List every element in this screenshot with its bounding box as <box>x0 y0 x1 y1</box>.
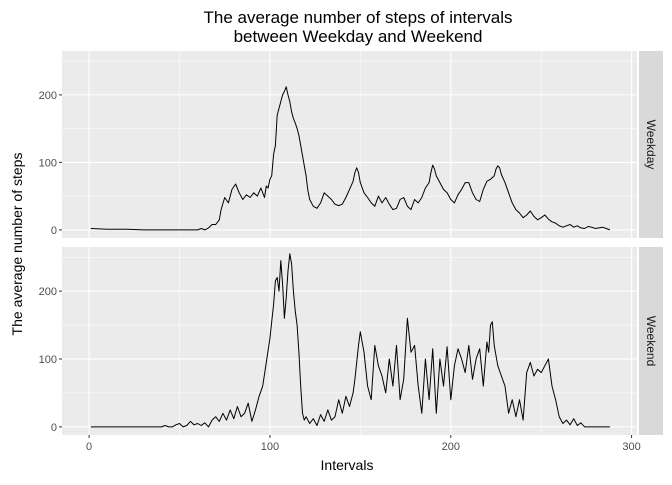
y-tick-label: 200 <box>39 286 57 298</box>
facet-strip-label: Weekend <box>644 316 658 366</box>
x-tick-label: 0 <box>86 441 92 453</box>
series-line-weekday <box>90 86 611 231</box>
x-axis-title: Intervals <box>321 457 374 473</box>
facet-panel-weekend: 0 100 200 Weekend <box>39 247 663 435</box>
x-tick-label: 100 <box>261 441 279 453</box>
y-tick-label: 100 <box>39 354 57 366</box>
facet-strip-label: Weekday <box>644 120 658 170</box>
facet-panels: 0 100 200 Weekday 0 100 200 Weekend <box>39 51 663 435</box>
facet-panel-weekday: 0 100 200 Weekday <box>39 51 663 238</box>
y-tick-label: 200 <box>39 90 57 102</box>
y-tick-label: 100 <box>39 157 57 169</box>
facet-strip <box>639 51 663 238</box>
x-tick-label: 200 <box>442 441 460 453</box>
y-tick-label: 0 <box>51 225 57 237</box>
chart-title-line-1: The average number of steps of intervals <box>204 8 513 27</box>
y-tick-label: 0 <box>51 422 57 434</box>
panel-background <box>62 51 637 238</box>
x-tick-label: 300 <box>622 441 640 453</box>
x-axis: 0 100 200 300 <box>86 435 641 453</box>
y-axis-title: The average number of steps <box>9 153 25 336</box>
series-line-weekend <box>90 253 610 428</box>
facet-strip <box>639 247 663 435</box>
chart-title-line-2: between Weekday and Weekend <box>234 27 483 46</box>
